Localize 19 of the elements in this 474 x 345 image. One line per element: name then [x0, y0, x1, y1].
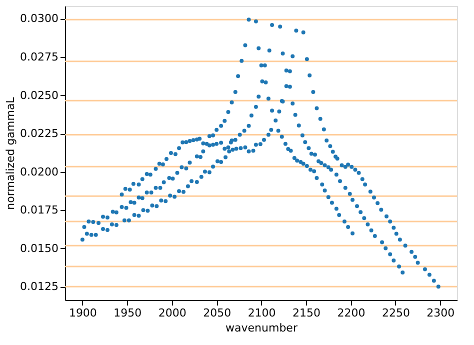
- x-tick-label: 2200: [337, 306, 366, 320]
- x-tick-label: 1950: [114, 306, 142, 320]
- x-axis-title: wavenumber: [226, 322, 298, 334]
- y-tick-label: 0.0275: [20, 50, 58, 64]
- x-tick-label: 2100: [248, 306, 276, 320]
- x-tick-label: 1900: [68, 306, 97, 320]
- x-tick-label: 2150: [292, 306, 321, 320]
- y-tick-label: 0.0150: [20, 242, 58, 255]
- y-tick-label: 0.0225: [20, 127, 58, 140]
- x-tick-label: 2000: [158, 306, 186, 320]
- y-tick-label: 0.0175: [20, 204, 58, 217]
- y-axis-title: normalized gammaL: [4, 96, 18, 210]
- y-tick-label: 0.0250: [20, 88, 58, 102]
- y-tick-label: 0.0200: [20, 165, 58, 178]
- y-tick-label: 0.0300: [20, 12, 58, 26]
- x-tick-label: 2050: [203, 306, 232, 320]
- y-tick-label: 0.0125: [20, 280, 58, 294]
- x-tick-label: 2300: [426, 306, 455, 320]
- x-tick-label: 2250: [382, 306, 410, 320]
